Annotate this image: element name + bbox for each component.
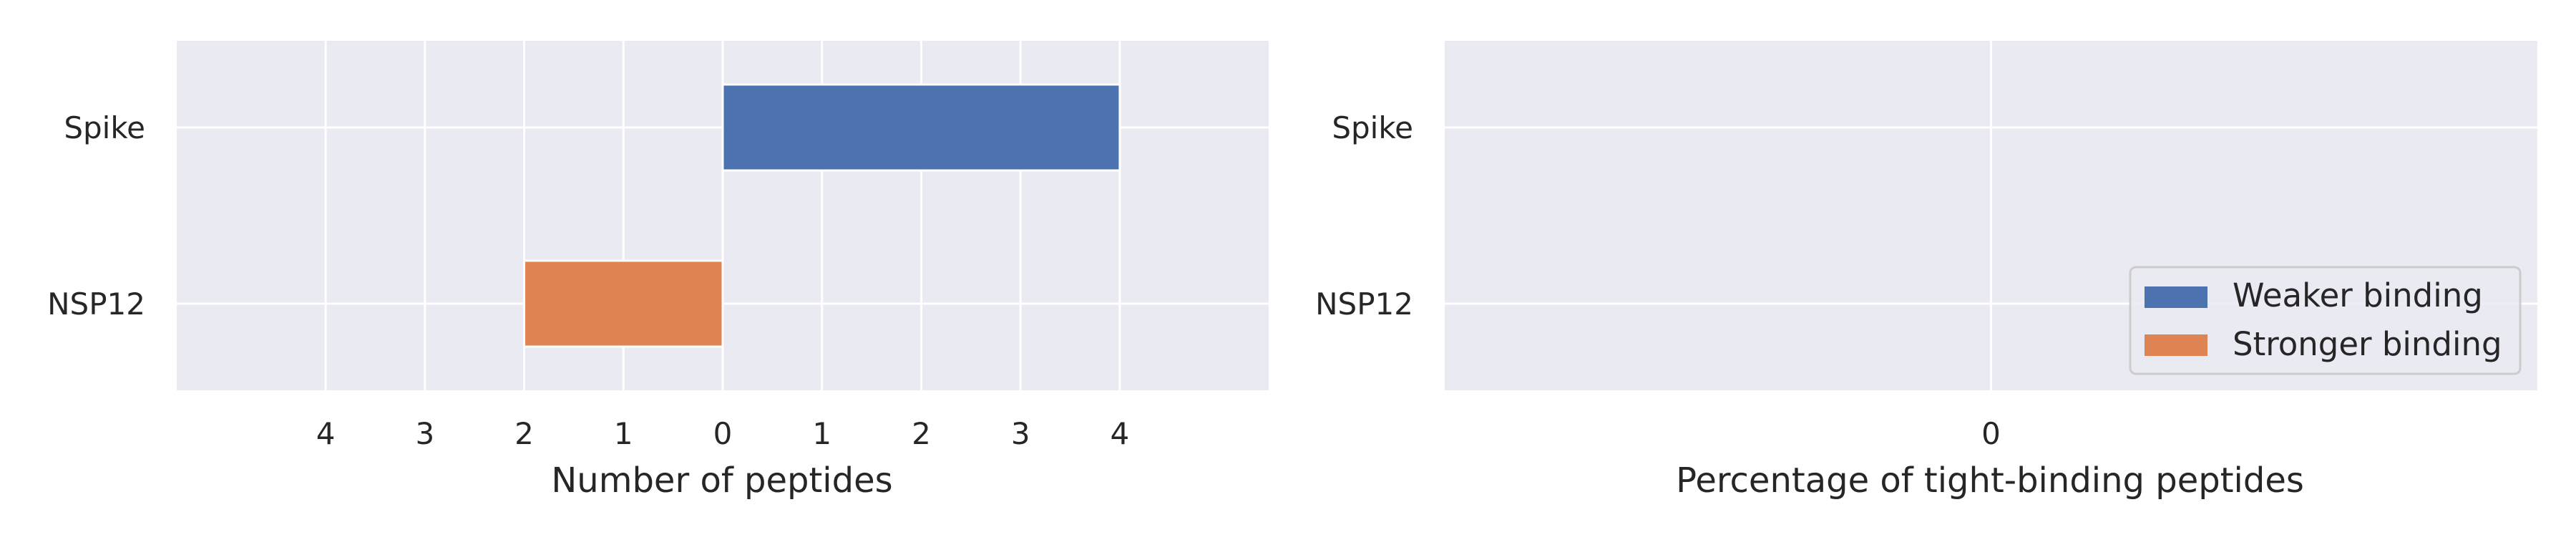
right-chart-panel: Spike NSP12 0 Percentage of tight-binding… [1315, 41, 2537, 501]
left-x-tick-label: 4 [1111, 416, 1130, 451]
left-x-tick-label: 0 [713, 416, 733, 451]
left-x-tick-label: 1 [614, 416, 633, 451]
legend-label-weaker-binding: Weaker binding [2233, 276, 2483, 314]
bar-weaker-binding-spike [721, 83, 1121, 172]
right-x-tick-labels: 0 [1981, 416, 2001, 451]
left-category-label-nsp12: NSP12 [47, 286, 145, 322]
left-x-tick-label: 4 [316, 416, 336, 451]
legend-swatch-weaker-binding [2145, 286, 2207, 308]
right-category-labels: Spike NSP12 [1315, 110, 1413, 322]
left-bars [523, 83, 1121, 348]
right-x-axis-label: Percentage of tight-binding peptides [1676, 461, 2304, 501]
legend-swatch-stronger-binding [2145, 334, 2207, 356]
left-x-tick-label: 2 [912, 416, 931, 451]
left-x-tick-labels: 4 3 2 1 0 1 2 3 4 [316, 416, 1130, 451]
legend-frame [2129, 266, 2522, 375]
right-category-label-nsp12: NSP12 [1315, 286, 1413, 322]
legend-label-stronger-binding: Stronger binding [2233, 325, 2502, 363]
legend: Weaker binding Stronger binding [2129, 266, 2522, 375]
left-x-tick-label: 2 [514, 416, 534, 451]
left-chart-panel: Spike NSP12 4 3 2 1 0 1 2 3 4 Number of peptides [47, 41, 1269, 501]
left-x-tick-label: 1 [812, 416, 831, 451]
left-x-tick-label: 3 [415, 416, 434, 451]
left-x-axis-label: Number of peptides [551, 461, 892, 501]
left-x-tick-label: 3 [1011, 416, 1030, 451]
right-x-tick-label: 0 [1981, 416, 2001, 451]
right-category-label-spike: Spike [1332, 110, 1413, 145]
bar-stronger-binding-nsp12 [523, 259, 724, 348]
left-category-labels: Spike NSP12 [47, 110, 145, 322]
left-category-label-spike: Spike [64, 110, 145, 145]
